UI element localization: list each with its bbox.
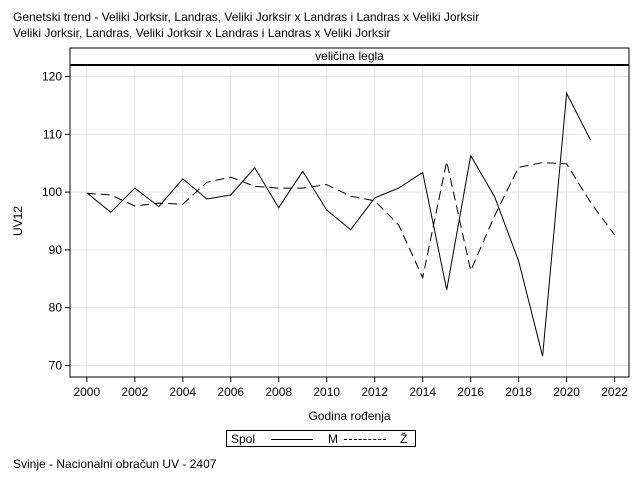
x-tick-label: 2016 [457,385,484,399]
legend: Spol M Ž [226,430,416,447]
x-tick-label: 2014 [409,385,436,399]
x-tick-label: 2018 [505,385,532,399]
chart-title-line-1: Genetski trend - Veliki Jorksir, Landras… [13,10,480,24]
series-line-m [86,91,592,357]
legend-sample-z [344,439,386,440]
legend-title: Spol [231,432,256,446]
footer-note: Svinje - Nacionalni obračun UV - 2407 [13,457,217,471]
x-tick-label: 2004 [169,385,196,399]
y-tick-label: 90 [49,243,63,257]
y-tick-label: 70 [49,358,63,372]
x-tick-label: 2012 [361,385,388,399]
x-tick-label: 2000 [73,385,100,399]
x-tick-label: 2022 [601,385,628,399]
legend-sample-m [271,439,313,440]
x-tick-label: 2008 [265,385,292,399]
y-tick-label: 100 [42,185,62,199]
x-tick-label: 2010 [313,385,340,399]
y-axis-label: UV12 [11,206,25,236]
y-tick-label: 80 [49,301,63,315]
panel-label: veličina legla [315,49,384,63]
x-tick-label: 2020 [553,385,580,399]
y-tick-label: 110 [43,127,62,141]
x-tick-label: 2002 [121,385,148,399]
chart-title-line-2: Veliki Jorksir, Landras, Veliki Jorksir … [13,26,391,40]
series-line-z [86,161,616,280]
legend-label-m: M [328,432,338,446]
x-axis-label: Godina rođenja [308,409,390,423]
y-tick-label: 120 [42,70,62,84]
legend-label-z: Ž [400,432,408,446]
x-tick-label: 2006 [217,385,244,399]
